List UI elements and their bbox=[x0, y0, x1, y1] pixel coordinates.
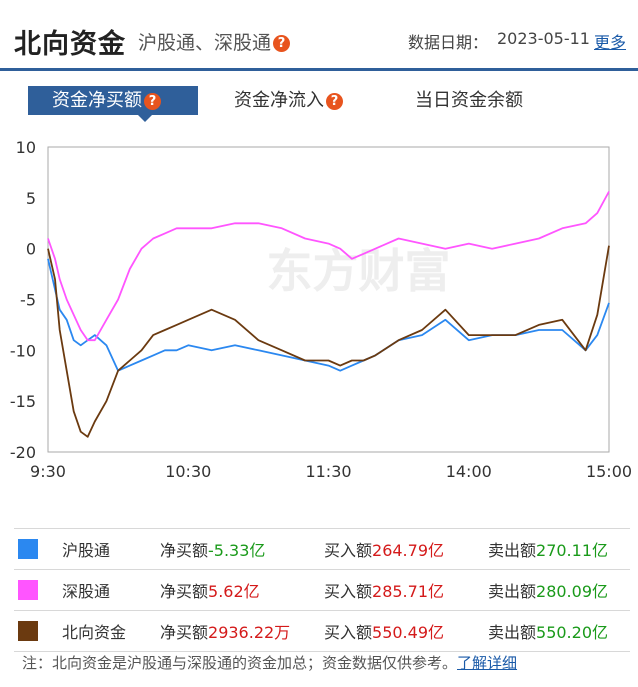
more-link[interactable]: 更多 bbox=[594, 33, 627, 52]
legend-buy-value: 264.79亿 bbox=[372, 541, 445, 560]
help-icon[interactable]: ? bbox=[326, 92, 343, 110]
legend-row: 深股通 净买额5.62亿 买入额285.71亿 卖出额280.09亿 bbox=[14, 569, 630, 611]
legend-net-buy-label: 净买额 bbox=[160, 541, 209, 560]
legend-swatch-cell bbox=[14, 528, 61, 570]
footnote: 注：北向资金是沪股通与深股通的资金加总；资金数据仅供参考。了解详细 bbox=[22, 652, 517, 673]
series-line-3 bbox=[47, 245, 610, 438]
watermark-text: 东方财富 bbox=[267, 244, 451, 298]
page-title: 北向资金 bbox=[14, 29, 126, 60]
tab-net-inflow[interactable]: 资金净流入? bbox=[234, 86, 343, 115]
legend-net-buy-value: 5.62亿 bbox=[208, 582, 260, 601]
legend-table: 沪股通 净买额-5.33亿 买入额264.79亿 卖出额270.11亿 深股通 净买额5.… bbox=[14, 528, 630, 652]
y-tick-label: 0 bbox=[26, 240, 36, 259]
tab-net-buy[interactable]: 资金净买额? bbox=[28, 86, 198, 122]
legend-buy: 买入额285.71亿 bbox=[323, 569, 487, 611]
tab-bar: 资金净买额? 资金净流入? 当日资金余额 bbox=[0, 86, 638, 122]
x-tick-label: 11:30 bbox=[305, 462, 351, 481]
legend-sell: 卖出额270.11亿 bbox=[487, 528, 630, 570]
legend-swatch bbox=[18, 539, 38, 560]
legend-buy: 买入额264.79亿 bbox=[323, 528, 487, 570]
x-tick-label: 10:30 bbox=[165, 462, 211, 481]
y-tick-label: 5 bbox=[26, 189, 36, 208]
legend-row: 北向资金 净买额2936.22万 买入额550.49亿 卖出额550.20亿 bbox=[14, 610, 630, 652]
legend-buy-value: 285.71亿 bbox=[372, 582, 445, 601]
legend-buy-label: 买入额 bbox=[324, 541, 373, 560]
legend-series-name: 深股通 bbox=[61, 569, 159, 611]
series-line-2 bbox=[47, 191, 610, 342]
legend-sell-value: 550.20亿 bbox=[536, 623, 609, 642]
footnote-text: 注：北向资金是沪股通与深股通的资金加总；资金数据仅供参考。 bbox=[22, 654, 458, 672]
legend-swatch-cell bbox=[14, 610, 61, 652]
subtitle-text: 沪股通、深股通 bbox=[138, 32, 272, 54]
help-icon[interactable]: ? bbox=[273, 35, 291, 52]
x-tick-label: 14:00 bbox=[446, 462, 492, 481]
tab-label: 资金净流入 bbox=[234, 90, 324, 111]
legend-sell: 卖出额550.20亿 bbox=[487, 610, 630, 652]
legend-net-buy: 净买额2936.22万 bbox=[159, 610, 323, 652]
tab-label: 当日资金余额 bbox=[415, 90, 523, 111]
data-date: 2023-05-11 bbox=[497, 29, 590, 48]
legend-net-buy-label: 净买额 bbox=[160, 582, 209, 601]
date-label: 数据日期： bbox=[408, 33, 489, 52]
legend-series-name: 北向资金 bbox=[61, 610, 159, 652]
tab-label: 资金净买额 bbox=[52, 90, 142, 111]
legend-swatch bbox=[18, 580, 38, 601]
legend-buy-value: 550.49亿 bbox=[372, 623, 445, 642]
legend-net-buy-value: -5.33亿 bbox=[208, 541, 266, 560]
legend-sell-label: 卖出额 bbox=[488, 541, 537, 560]
legend-row: 沪股通 净买额-5.33亿 买入额264.79亿 卖出额270.11亿 bbox=[14, 528, 630, 570]
legend-buy-label: 买入额 bbox=[324, 623, 373, 642]
help-icon[interactable]: ? bbox=[144, 92, 161, 110]
legend-net-buy: 净买额-5.33亿 bbox=[159, 528, 323, 570]
legend-series-name: 沪股通 bbox=[61, 528, 159, 570]
legend-swatch-cell bbox=[14, 569, 61, 611]
legend-swatch bbox=[18, 621, 38, 642]
header-divider bbox=[0, 68, 638, 71]
page-header: 北向资金 沪股通、深股通? 数据日期： 2023-05-11 更多 bbox=[0, 0, 638, 71]
learn-more-link[interactable]: 了解详细 bbox=[457, 654, 518, 672]
legend-buy: 买入额550.49亿 bbox=[323, 610, 487, 652]
legend-net-buy-label: 净买额 bbox=[160, 623, 209, 642]
legend-net-buy: 净买额5.62亿 bbox=[159, 569, 323, 611]
y-tick-label: -10 bbox=[10, 341, 36, 360]
north-fund-chart: 东方财富 10 5 0 -5 -10 -15 -209:30 10:30 11:30 14:00 15… bbox=[10, 138, 632, 481]
legend-sell-label: 卖出额 bbox=[488, 582, 537, 601]
plot-area bbox=[47, 146, 610, 453]
legend-net-buy-value: 2936.22万 bbox=[208, 623, 291, 642]
y-tick-label: -15 bbox=[10, 392, 36, 411]
x-tick-label: 9:30 bbox=[30, 462, 66, 481]
active-tab-pointer bbox=[138, 115, 152, 122]
tab-daily-balance[interactable]: 当日资金余额 bbox=[415, 86, 523, 115]
y-tick-label: -20 bbox=[10, 443, 36, 462]
y-tick-label: -5 bbox=[20, 291, 36, 310]
legend-sell: 卖出额280.09亿 bbox=[487, 569, 630, 611]
y-tick-label: 10 bbox=[16, 138, 36, 157]
legend-sell-label: 卖出额 bbox=[488, 623, 537, 642]
legend-sell-value: 280.09亿 bbox=[536, 582, 609, 601]
page-subtitle: 沪股通、深股通? bbox=[138, 28, 291, 55]
x-tick-label: 15:00 bbox=[586, 462, 632, 481]
legend-sell-value: 270.11亿 bbox=[536, 541, 609, 560]
legend-buy-label: 买入额 bbox=[324, 582, 373, 601]
